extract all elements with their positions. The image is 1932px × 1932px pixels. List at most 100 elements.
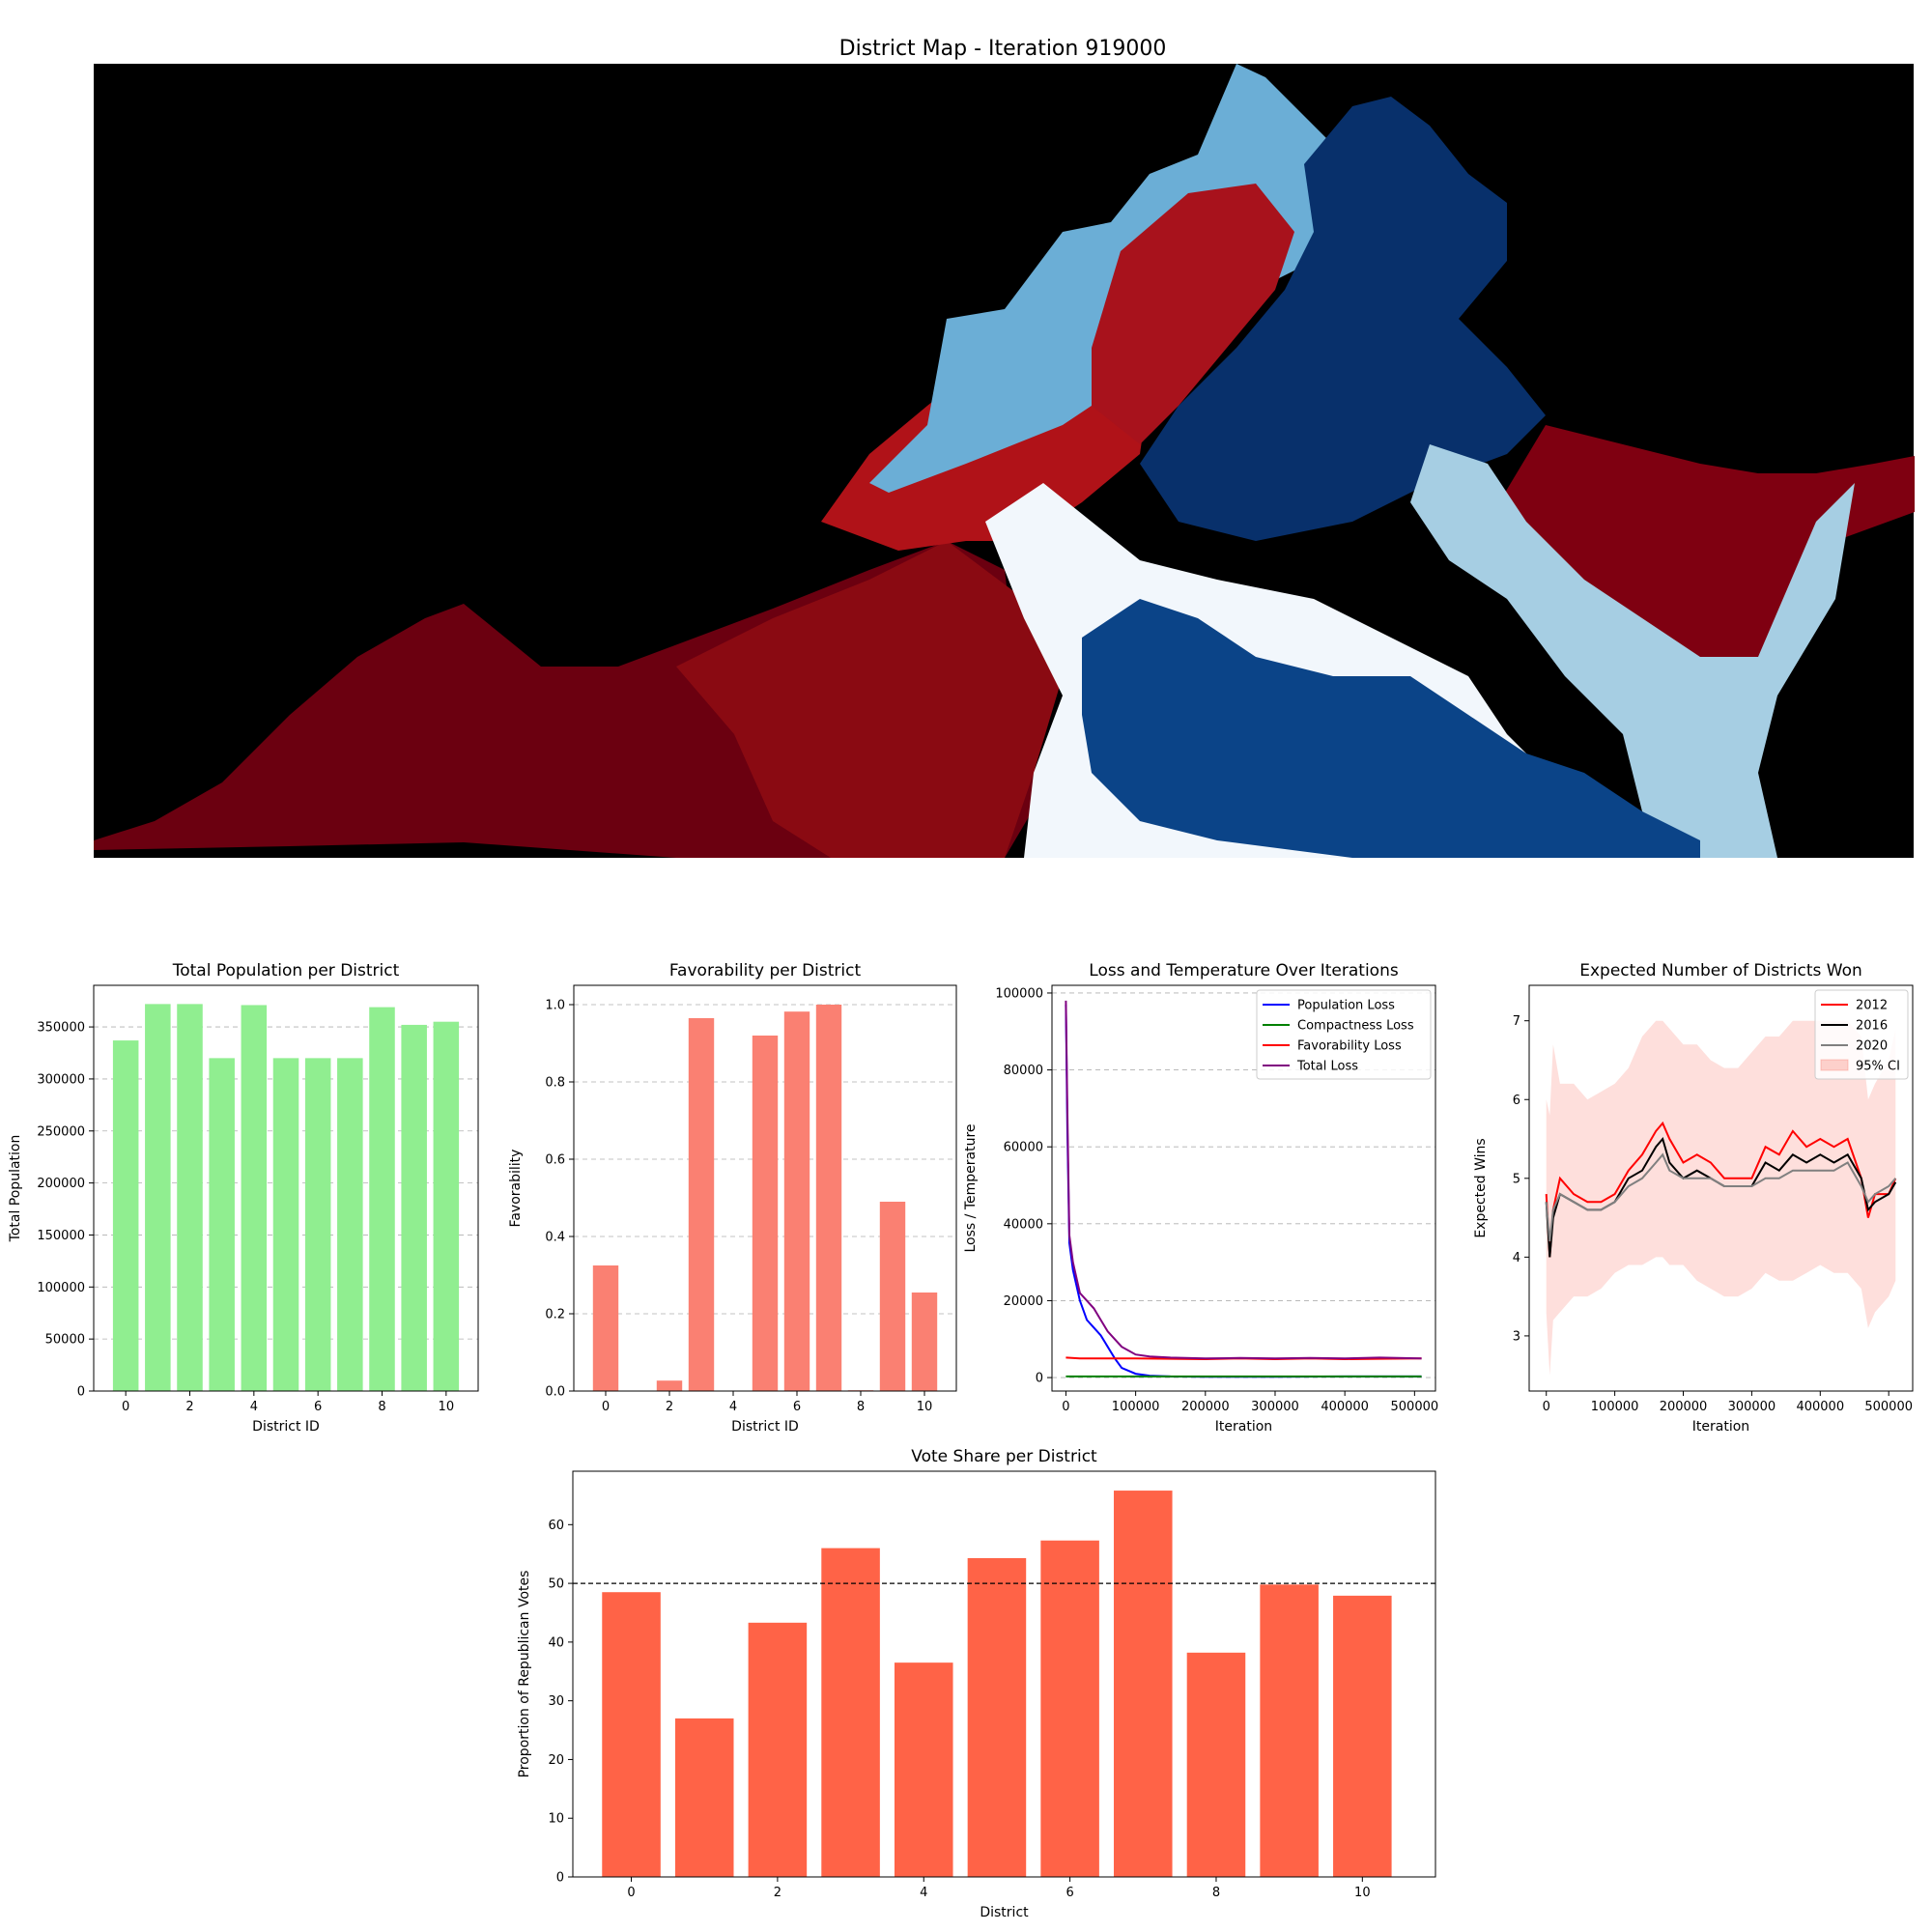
y-tick-label: 200000 xyxy=(37,1177,85,1191)
map-region-north-red xyxy=(1092,184,1294,444)
y-axis-label: Expected Wins xyxy=(1473,1138,1489,1237)
x-tick-label: 2 xyxy=(185,1400,193,1414)
x-tick-label: 4 xyxy=(729,1400,737,1414)
bar xyxy=(241,1005,268,1391)
y-tick-label: 0.4 xyxy=(545,1231,565,1245)
x-tick-label: 6 xyxy=(1065,1886,1073,1900)
y-axis-label: Total Population xyxy=(8,1135,23,1243)
x-axis-label: Iteration xyxy=(1692,1419,1749,1435)
y-tick-label: 40000 xyxy=(1004,1217,1043,1232)
y-tick-label: 300000 xyxy=(37,1072,85,1087)
vote-share-panel: 0 10 20 30 40 50 60 0 2 4 6 8 10 Vote Share per Distr… xyxy=(517,1447,1436,1920)
y-tick-label: 60000 xyxy=(1004,1141,1043,1155)
bar xyxy=(145,1004,171,1391)
population-panel: 0 50000 100000 150000 200000 250000 300000 3500… xyxy=(8,961,479,1435)
y-tick-label: 5 xyxy=(1513,1172,1520,1186)
x-tick-label: 8 xyxy=(1212,1886,1220,1900)
x-tick-label: 200000 xyxy=(1660,1400,1708,1414)
y-tick-label: 6 xyxy=(1513,1094,1520,1108)
bar xyxy=(177,1004,203,1391)
bar xyxy=(1040,1540,1099,1877)
bar xyxy=(401,1024,427,1391)
y-tick-label: 150000 xyxy=(37,1229,85,1243)
y-tick-label: 0 xyxy=(556,1871,564,1886)
bar xyxy=(209,1058,235,1391)
x-axis-label: Iteration xyxy=(1215,1419,1272,1435)
x-tick-label: 6 xyxy=(314,1400,322,1414)
map-region-southwest xyxy=(676,541,1063,858)
bar xyxy=(748,1622,808,1877)
legend-label: 2016 xyxy=(1856,1019,1888,1034)
bar xyxy=(674,1718,734,1877)
chart-title: Loss and Temperature Over Iterations xyxy=(1089,961,1399,980)
x-tick-label: 0 xyxy=(602,1400,610,1414)
x-tick-label: 300000 xyxy=(1251,1400,1299,1414)
x-axis-label: District ID xyxy=(252,1419,320,1435)
x-tick-label: 400000 xyxy=(1796,1400,1844,1414)
y-tick-label: 40 xyxy=(548,1635,564,1650)
map-region-eastern-light xyxy=(1410,444,1855,858)
legend-label: Population Loss xyxy=(1297,999,1395,1013)
bar xyxy=(879,1202,906,1391)
x-tick-label: 10 xyxy=(917,1400,933,1414)
chart-title: Favorability per District xyxy=(669,961,862,980)
chart-title: Total Population per District xyxy=(172,961,400,980)
district-map xyxy=(94,64,1915,858)
y-axis-label: Loss / Temperature xyxy=(963,1123,979,1252)
y-tick-label: 350000 xyxy=(37,1021,85,1036)
y-tick-label: 20000 xyxy=(1004,1294,1043,1309)
bar xyxy=(821,1548,880,1877)
x-tick-label: 500000 xyxy=(1391,1400,1439,1414)
ci-band xyxy=(1546,1020,1896,1376)
x-tick-label: 8 xyxy=(378,1400,385,1414)
x-tick-label: 100000 xyxy=(1112,1400,1160,1414)
legend-label: 2020 xyxy=(1856,1039,1888,1054)
bar xyxy=(337,1058,363,1391)
x-tick-label: 100000 xyxy=(1591,1400,1639,1414)
x-tick-label: 8 xyxy=(857,1400,865,1414)
map-region-south-blue xyxy=(1082,599,1700,858)
x-tick-label: 400000 xyxy=(1321,1400,1369,1414)
axes-frame xyxy=(1528,984,1914,1392)
y-axis-label: Favorability xyxy=(508,1150,524,1228)
map-title: District Map - Iteration 919000 xyxy=(839,37,1167,61)
bar xyxy=(112,1040,139,1391)
bar xyxy=(1333,1595,1392,1877)
y-tick-label: 0.6 xyxy=(545,1153,565,1168)
legend-label: Total Loss xyxy=(1296,1060,1358,1074)
y-tick-label: 50 xyxy=(548,1577,564,1592)
y-tick-label: 60 xyxy=(548,1519,564,1533)
bar xyxy=(752,1036,779,1391)
x-tick-label: 0 xyxy=(122,1400,129,1414)
bar xyxy=(967,1557,1027,1877)
y-tick-label: 0.2 xyxy=(545,1308,565,1322)
x-tick-label: 0 xyxy=(627,1886,635,1900)
x-tick-label: 10 xyxy=(1354,1886,1371,1900)
legend-label: 95% CI xyxy=(1856,1060,1900,1074)
y-tick-label: 250000 xyxy=(37,1124,85,1139)
loss-panel: 0 20000 40000 60000 80000 100000 0 100000 200000… xyxy=(963,961,1438,1435)
x-tick-label: 300000 xyxy=(1728,1400,1776,1414)
x-tick-label: 6 xyxy=(793,1400,801,1414)
y-tick-label: 4 xyxy=(1513,1251,1520,1265)
axes-frame xyxy=(572,1470,1436,1878)
x-tick-label: 200000 xyxy=(1181,1400,1230,1414)
map-region-northern-dark-blue xyxy=(1140,97,1546,541)
series-line xyxy=(1545,1121,1897,1258)
bar xyxy=(911,1293,938,1391)
x-tick-label: 500000 xyxy=(1864,1400,1913,1414)
bar xyxy=(656,1380,683,1391)
x-tick-label: 0 xyxy=(1543,1400,1550,1414)
expected-wins-panel: 3 4 5 6 7 0 100000 200000 300000 400000 500000 Expe… xyxy=(1473,961,1914,1435)
axes-frame xyxy=(573,984,957,1392)
y-tick-label: 30 xyxy=(548,1694,564,1709)
bar xyxy=(894,1662,953,1877)
y-tick-label: 7 xyxy=(1513,1014,1520,1029)
legend-box xyxy=(1814,989,1909,1080)
x-tick-label: 10 xyxy=(439,1400,455,1414)
y-tick-label: 100000 xyxy=(995,986,1043,1001)
bar xyxy=(433,1021,460,1391)
x-axis-label: District xyxy=(980,1905,1029,1920)
bar xyxy=(272,1058,299,1391)
y-tick-label: 0 xyxy=(1036,1372,1043,1386)
